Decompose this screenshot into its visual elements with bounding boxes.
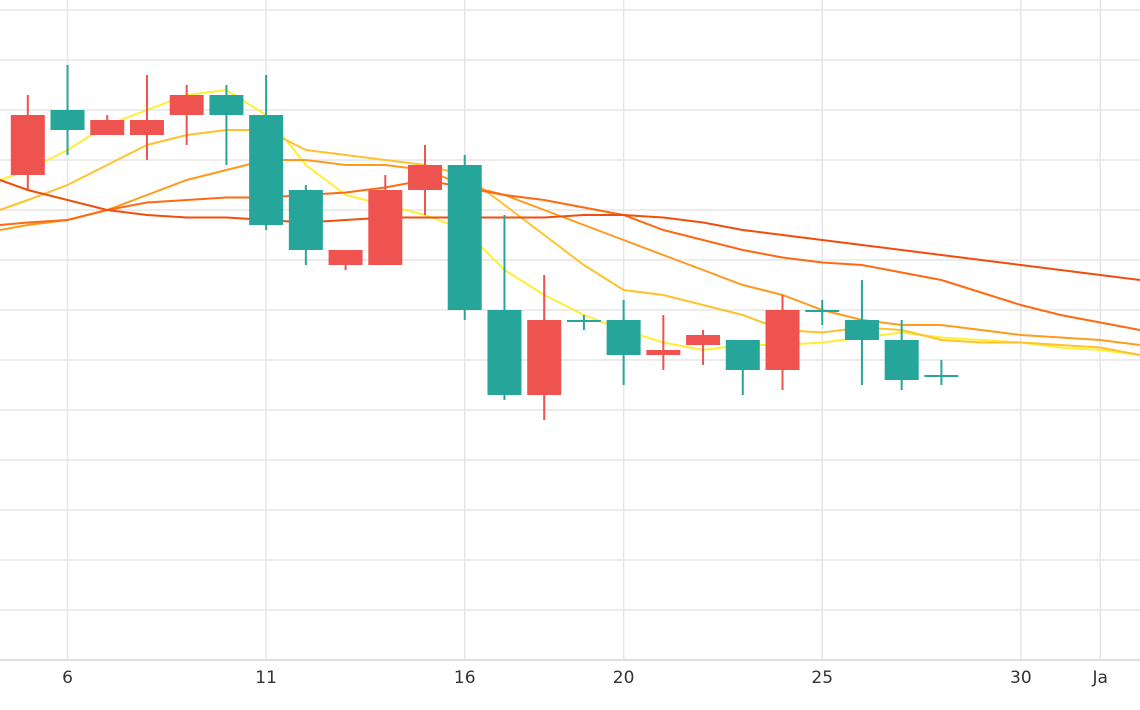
candle (10, 95, 45, 190)
x-axis: 6 11 16 20 25 30 Ja (0, 659, 1140, 688)
candle-body (408, 165, 443, 190)
candle (725, 340, 760, 395)
candle-body (129, 120, 164, 135)
candle (288, 185, 323, 265)
candle (408, 145, 443, 215)
candle (447, 155, 482, 320)
candle (209, 85, 244, 165)
candle-body (686, 335, 721, 345)
x-tick-label: Ja (1092, 668, 1108, 688)
candle-body (566, 320, 601, 322)
candle-body (527, 320, 562, 395)
candle-body (646, 350, 681, 355)
candle-body (368, 190, 403, 265)
candle (90, 115, 125, 135)
candle (805, 300, 840, 325)
candle-layer (10, 65, 959, 420)
candle-body (328, 250, 363, 265)
candle (487, 215, 522, 400)
candle-body (447, 165, 482, 310)
moving-average-line (0, 129, 1140, 356)
candle (646, 315, 681, 370)
candle (169, 85, 204, 145)
moving-average-line (0, 178, 1140, 331)
candle (566, 315, 601, 330)
candle-body (249, 115, 284, 225)
moving-average-line (0, 179, 1140, 281)
candle (249, 75, 284, 230)
moving-average-line (0, 159, 1140, 346)
moving-average-line (0, 88, 1140, 356)
candle (686, 330, 721, 365)
x-tick-label: 11 (255, 668, 277, 688)
x-tick-label: 20 (613, 668, 635, 688)
candle-body (487, 310, 522, 395)
candle-body (805, 310, 840, 312)
candle-body (924, 375, 959, 377)
x-tick-label: 30 (1010, 668, 1032, 688)
candle (129, 75, 164, 160)
moving-average-layer (0, 88, 1140, 356)
x-tick-label: 6 (62, 668, 73, 688)
x-tick-label: 25 (811, 668, 833, 688)
x-tick-label: 16 (454, 668, 476, 688)
candle (844, 280, 879, 385)
candle-body (10, 115, 45, 175)
candle (765, 295, 800, 390)
candle (368, 175, 403, 265)
candle-body (50, 110, 85, 130)
candle (606, 300, 641, 385)
candle-body (169, 95, 204, 115)
candle (924, 360, 959, 385)
candle (527, 275, 562, 420)
candle-body (884, 340, 919, 380)
candle (884, 320, 919, 390)
candle-body (725, 340, 760, 370)
candle-body (606, 320, 641, 355)
candle-body (765, 310, 800, 370)
candle-body (844, 320, 879, 340)
candle (328, 250, 363, 270)
candle-body (209, 95, 244, 115)
candle-body (90, 120, 125, 135)
candle (50, 65, 85, 155)
candle-body (288, 190, 323, 250)
